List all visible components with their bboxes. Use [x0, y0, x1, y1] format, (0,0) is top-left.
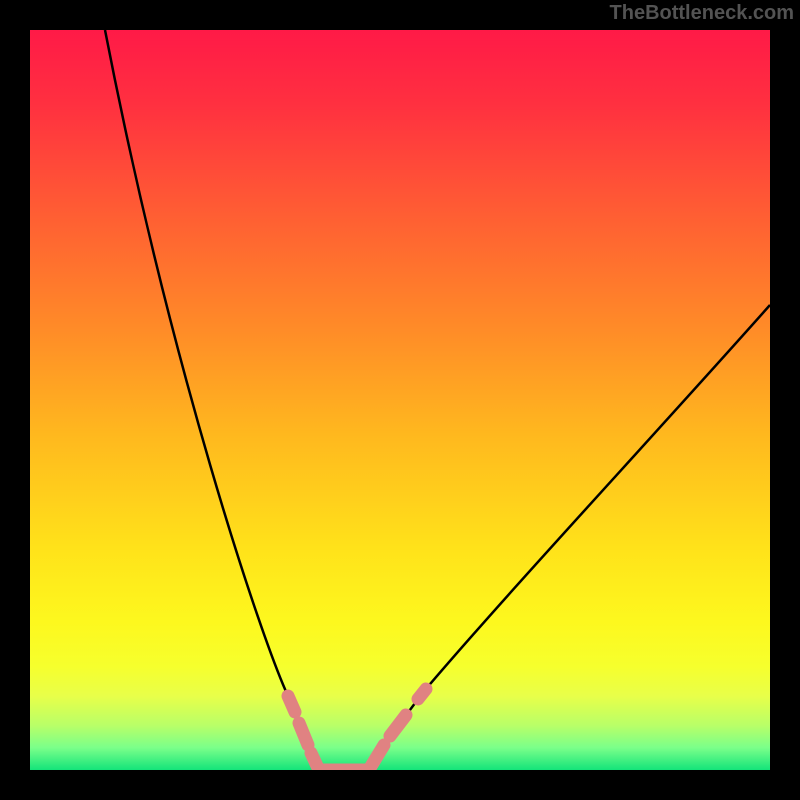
gradient-background: [30, 30, 770, 770]
bottleneck-chart: [0, 0, 800, 800]
watermark-text: TheBottleneck.com: [610, 2, 794, 25]
plot-area: [30, 30, 770, 770]
bottleneck-marker-segment: [299, 723, 308, 745]
bottleneck-marker-segment: [288, 696, 295, 712]
bottleneck-marker-segment: [418, 689, 426, 699]
chart-container: TheBottleneck.com: [0, 0, 800, 800]
